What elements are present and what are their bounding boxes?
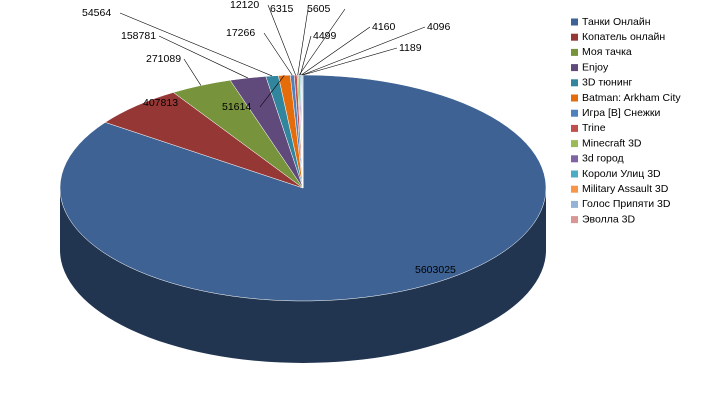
data-label: 407813	[143, 97, 178, 109]
data-label: 5605	[307, 3, 331, 15]
data-label: 158781	[121, 30, 156, 42]
legend-swatch	[571, 171, 578, 178]
leader-line	[184, 59, 201, 85]
legend-label: Military Assault 3D	[582, 183, 669, 195]
legend-swatch	[571, 95, 578, 102]
legend-label: Minecraft 3D	[582, 137, 642, 149]
data-label: 271089	[146, 53, 181, 65]
data-label: 4499	[313, 30, 337, 42]
legend-swatch	[571, 110, 578, 117]
data-label: 5603025	[415, 264, 456, 276]
legend-swatch	[571, 64, 578, 71]
legend-swatch	[571, 216, 578, 223]
data-label: 17266	[226, 27, 255, 39]
legend-label: Эволла 3D	[582, 213, 635, 225]
legend-label: 3D тюнинг	[582, 77, 632, 89]
legend-swatch	[571, 125, 578, 132]
legend-swatch	[571, 155, 578, 162]
legend-swatch	[571, 79, 578, 86]
legend-label: Танки Онлайн	[582, 16, 651, 28]
data-label: 51614	[222, 101, 251, 113]
data-label: 12120	[230, 0, 259, 11]
legend-swatch	[571, 49, 578, 56]
legend-swatch	[571, 140, 578, 147]
legend-label: Копатель онлайн	[582, 31, 665, 43]
leader-line	[268, 5, 296, 75]
leader-line	[120, 13, 272, 76]
legend-label: Enjoy	[582, 61, 609, 73]
legend-label: Batman: Arkham City	[582, 92, 681, 104]
data-label: 4160	[372, 21, 396, 33]
data-label: 4096	[427, 21, 451, 33]
legend-swatch	[571, 34, 578, 41]
data-label: 54564	[82, 7, 111, 19]
legend-label: Trine	[582, 122, 606, 134]
data-label: 6315	[270, 3, 294, 15]
legend-label: Игра [В] Снежки	[582, 107, 660, 119]
legend-label: Короли Улиц 3D	[582, 168, 661, 180]
legend-swatch	[571, 201, 578, 208]
legend-label: Голос Припяти 3D	[582, 198, 671, 210]
leader-line	[264, 33, 292, 75]
legend-label: Моя тачка	[582, 46, 632, 58]
legend-swatch	[571, 19, 578, 26]
legend-swatch	[571, 186, 578, 193]
leader-line	[303, 48, 397, 75]
data-label: 1189	[399, 42, 422, 54]
legend-label: 3d город	[582, 153, 624, 165]
